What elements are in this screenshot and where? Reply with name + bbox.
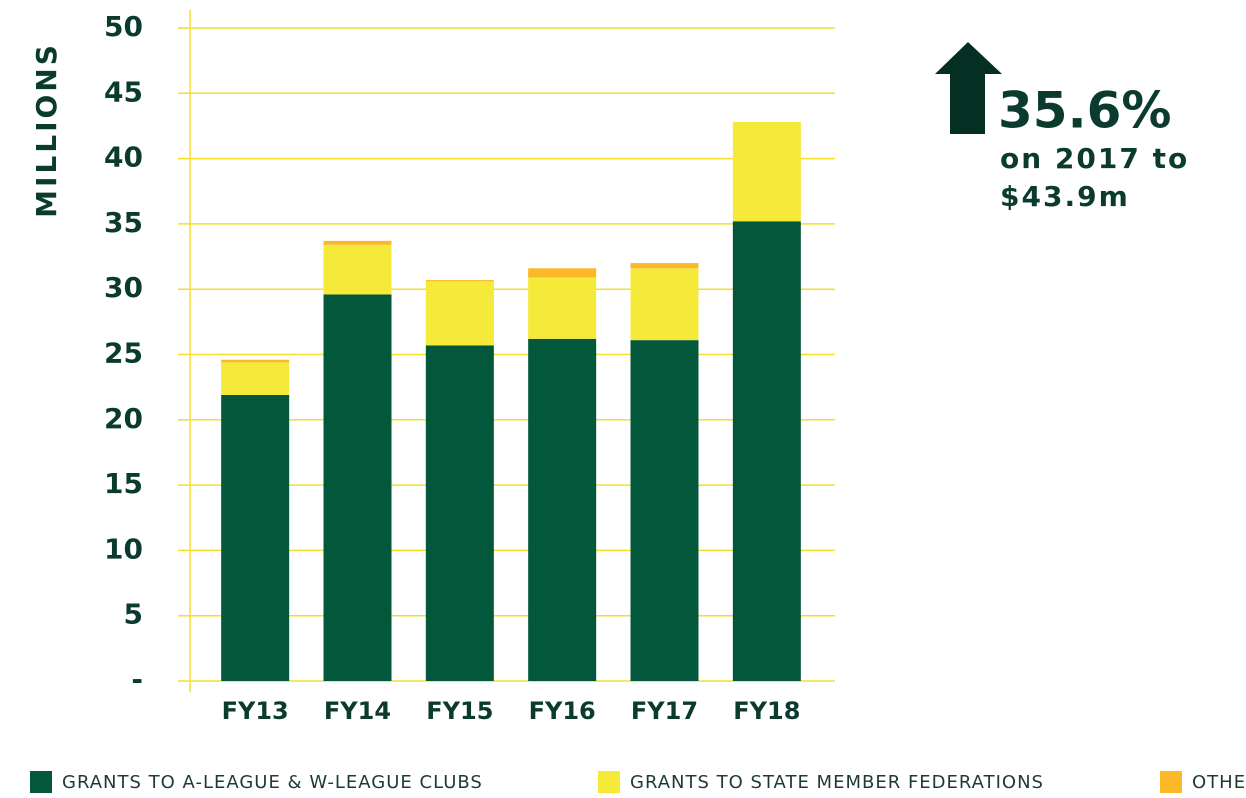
bar-segment (732, 221, 801, 681)
y-tick-label: 20 (104, 402, 143, 435)
y-tick-label: 25 (104, 337, 143, 370)
bar-segment (425, 280, 494, 282)
annotation-text: $43.9m (1000, 180, 1130, 213)
bar-segment (528, 338, 597, 681)
legend-swatch (598, 771, 620, 793)
x-tick-label: FY17 (631, 697, 698, 725)
bar-segment (732, 122, 801, 222)
x-tick-label: FY18 (733, 697, 800, 725)
legend-swatch (30, 771, 52, 793)
bar-segment (323, 294, 392, 681)
y-tick-label: 50 (104, 10, 143, 43)
y-tick-label: 30 (104, 271, 143, 304)
bar-segment (221, 359, 290, 363)
up-arrow-icon (935, 42, 1002, 134)
bar-segment (323, 240, 392, 245)
bar-segment (425, 281, 494, 346)
y-tick-label: 40 (104, 141, 143, 174)
bar-segment (323, 244, 392, 295)
x-tick-label: FY13 (222, 697, 289, 725)
legend-label: GRANTS TO A-LEAGUE & W-LEAGUE CLUBS (62, 772, 483, 793)
y-tick-label: - (131, 663, 143, 696)
y-tick-label: 45 (104, 75, 143, 108)
bar-segment (221, 362, 290, 395)
annotation-value: 35.6% (998, 82, 1171, 140)
legend-swatch (1160, 771, 1182, 793)
y-axis-label: MILLIONS (30, 42, 63, 218)
bar-segment (528, 277, 597, 339)
bar-segment (528, 268, 597, 278)
x-tick-label: FY16 (529, 697, 596, 725)
y-tick-label: 5 (124, 598, 143, 631)
legend-label: OTHER (1192, 772, 1246, 793)
bar-segment (630, 263, 699, 269)
y-tick-label: 35 (104, 206, 143, 239)
y-tick-label: 15 (104, 467, 143, 500)
x-tick-label: FY15 (426, 697, 493, 725)
bar-segment (630, 268, 699, 341)
bar-segment (425, 345, 494, 681)
x-tick-label: FY14 (324, 697, 391, 725)
legend-label: GRANTS TO STATE MEMBER FEDERATIONS (630, 772, 1044, 793)
annotation-text: on 2017 to (1000, 142, 1189, 175)
bar-segment (630, 340, 699, 681)
y-tick-label: 10 (104, 532, 143, 565)
bar-segment (221, 394, 290, 681)
